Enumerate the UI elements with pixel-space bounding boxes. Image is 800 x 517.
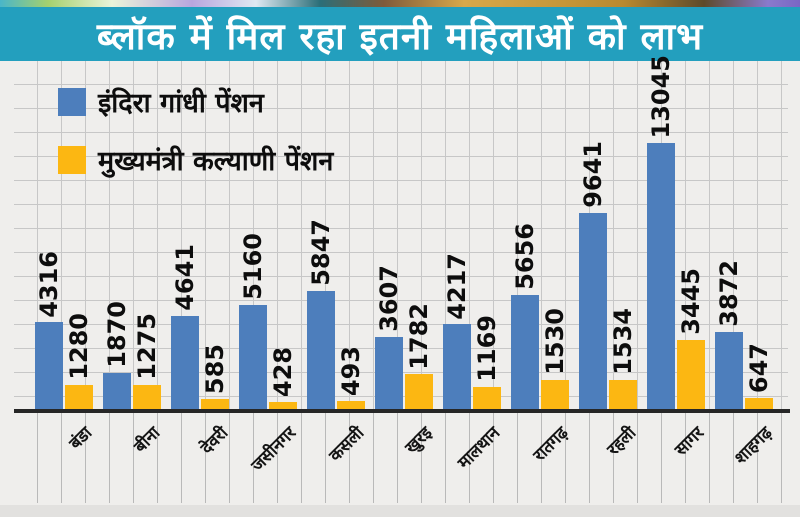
bar-indira-gandhi-pension: [579, 212, 607, 411]
bar-kalyani-pension: [337, 400, 365, 411]
bar-value-label: 1530: [541, 307, 569, 375]
bar-value-label: 647: [745, 342, 773, 393]
bar-value-label: 1280: [65, 312, 93, 380]
bars-layer: 4316 1280 1870 1275 4641 585 5160 428 5847 493 360…: [0, 55, 800, 411]
bar-kalyani-pension: [405, 374, 433, 411]
bar-kalyani-pension: [473, 387, 501, 411]
bar-indira-gandhi-pension: [171, 315, 199, 411]
legend: इंदिरा गांधी पेंशन मुख्यमंत्री कल्याणी प…: [58, 83, 333, 199]
bar-value-label: 4316: [35, 250, 63, 318]
bar-value-label: 3607: [375, 265, 403, 332]
bar-indira-gandhi-pension: [103, 372, 131, 411]
bar-kalyani-pension: [745, 397, 773, 411]
bar-value-label: 5160: [239, 233, 267, 300]
bar-kalyani-pension: [269, 402, 297, 411]
bar-value-label: 3872: [715, 259, 743, 327]
bar-chart: 4316 1280 1870 1275 4641 585 5160 428 5847 493 360…: [0, 55, 800, 517]
bar-value-label: 4641: [171, 243, 199, 311]
bar-kalyani-pension: [677, 340, 705, 411]
bar-value-label: 428: [269, 347, 297, 398]
legend-label: इंदिरा गांधी पेंशन: [98, 88, 264, 119]
bar-indira-gandhi-pension: [647, 143, 675, 411]
legend-label: मुख्यमंत्री कल्याणी पेंशन: [98, 146, 334, 177]
bar-value-label: 1782: [405, 302, 433, 370]
legend-swatch-orange-icon: [58, 145, 86, 174]
bar-value-label: 585: [201, 343, 229, 394]
bar-indira-gandhi-pension: [307, 290, 335, 411]
legend-item-indira-pension: इंदिरा गांधी पेंशन: [58, 83, 333, 120]
bar-value-label: 5847: [307, 219, 335, 286]
bar-value-label: 5656: [511, 223, 539, 290]
bar-indira-gandhi-pension: [35, 322, 63, 411]
chart-bottom-margin: [0, 505, 800, 517]
legend-item-kalyani-pension: मुख्यमंत्री कल्याणी पेंशन: [58, 141, 333, 178]
bar-value-label: 3445: [677, 268, 705, 336]
bar-indira-gandhi-pension: [375, 336, 403, 411]
bar-value-label: 493: [337, 345, 365, 396]
bar-indira-gandhi-pension: [511, 294, 539, 411]
bar-indira-gandhi-pension: [715, 331, 743, 411]
page-title: ब्लॉक में मिल रहा इतनी महिलाओं को लाभ: [96, 14, 704, 58]
bar-kalyani-pension: [65, 384, 93, 411]
newspaper-edge-strip: [0, 0, 800, 7]
bar-kalyani-pension: [133, 384, 161, 411]
bar-indira-gandhi-pension: [443, 324, 471, 411]
bar-kalyani-pension: [609, 379, 637, 411]
legend-swatch-blue-icon: [58, 87, 86, 116]
title-banner: ब्लॉक में मिल रहा इतनी महिलाओं को लाभ: [0, 7, 800, 61]
bar-value-label: 1169: [473, 315, 501, 382]
bar-value-label: 13045: [647, 54, 675, 139]
bar-indira-gandhi-pension: [239, 305, 267, 411]
bar-value-label: 1870: [103, 300, 131, 368]
bar-kalyani-pension: [201, 399, 229, 411]
bar-value-label: 1275: [133, 313, 161, 380]
bar-value-label: 1534: [609, 307, 637, 375]
bar-value-label: 9641: [579, 141, 607, 208]
bar-kalyani-pension: [541, 379, 569, 411]
xlabels-layer: बंडा बीना देवरी जसीनगर कसली खुरइ मालथान रातगढ़ र…: [0, 411, 800, 517]
bar-value-label: 4217: [443, 252, 471, 320]
chart-grid-below-axis: [14, 411, 788, 503]
x-axis-line: [14, 409, 790, 413]
